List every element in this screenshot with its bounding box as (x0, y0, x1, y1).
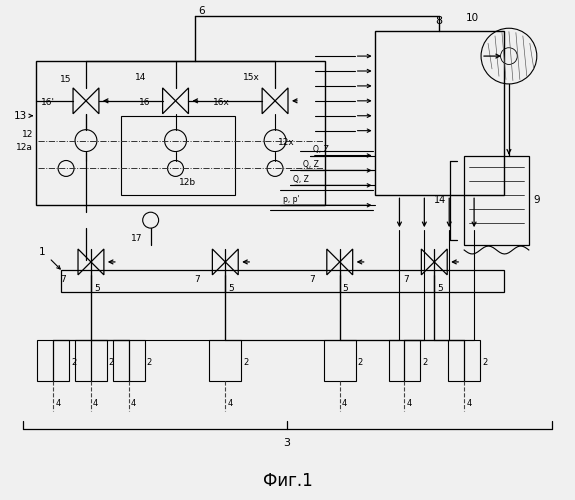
Text: 7: 7 (404, 276, 409, 284)
Text: 4: 4 (227, 398, 232, 407)
Text: 3: 3 (283, 438, 290, 448)
Text: Фиг.1: Фиг.1 (263, 472, 312, 490)
Text: 12: 12 (22, 130, 33, 139)
Text: 17: 17 (131, 234, 143, 242)
Bar (389, 340, 420, 382)
Text: 9: 9 (534, 196, 540, 205)
Text: 5: 5 (437, 284, 443, 294)
Text: 15x: 15x (243, 74, 260, 82)
Text: 2: 2 (71, 358, 76, 367)
Text: 7: 7 (194, 276, 200, 284)
Bar (324, 340, 356, 382)
Text: 4: 4 (407, 398, 412, 407)
Text: 4: 4 (342, 398, 347, 407)
Text: 15: 15 (60, 76, 71, 84)
Text: 1: 1 (39, 247, 46, 257)
Text: 4: 4 (131, 398, 136, 407)
Text: 7: 7 (309, 276, 315, 284)
Text: 2: 2 (243, 358, 248, 367)
Text: 4: 4 (93, 398, 98, 407)
Text: Q, Z: Q, Z (293, 175, 309, 184)
Text: 12x: 12x (278, 138, 295, 147)
Bar (113, 340, 145, 382)
Text: 8: 8 (436, 16, 443, 26)
Text: 2: 2 (358, 358, 363, 367)
Text: 5: 5 (343, 284, 348, 294)
Text: p, p': p, p' (283, 195, 300, 204)
Bar (37, 340, 69, 382)
Text: Q, Z: Q, Z (313, 145, 329, 154)
Bar (75, 340, 107, 382)
Bar (61, 270, 504, 292)
Text: Q, Z: Q, Z (303, 160, 319, 169)
Text: 7: 7 (60, 276, 66, 284)
Text: 16: 16 (139, 98, 151, 108)
Text: 5: 5 (228, 284, 234, 294)
Text: 2: 2 (423, 358, 428, 367)
Bar (448, 340, 480, 382)
Text: 13: 13 (13, 111, 26, 120)
Text: 2: 2 (147, 358, 152, 367)
Text: 16x: 16x (213, 98, 230, 108)
Text: 4: 4 (55, 398, 60, 407)
Text: 16': 16' (41, 98, 55, 108)
Text: 4: 4 (466, 398, 472, 407)
Text: 5: 5 (94, 284, 99, 294)
Text: 10: 10 (466, 14, 479, 24)
Text: 2: 2 (482, 358, 487, 367)
Bar (209, 340, 241, 382)
Text: 14: 14 (434, 196, 446, 205)
Text: 14: 14 (135, 74, 146, 82)
Text: 12b: 12b (178, 178, 196, 187)
Text: 6: 6 (198, 6, 205, 16)
Text: 12a: 12a (16, 143, 33, 152)
Bar (36, 61, 325, 205)
Text: 2: 2 (109, 358, 114, 367)
Bar (464, 156, 529, 245)
Bar (374, 31, 504, 196)
Bar (121, 116, 235, 196)
